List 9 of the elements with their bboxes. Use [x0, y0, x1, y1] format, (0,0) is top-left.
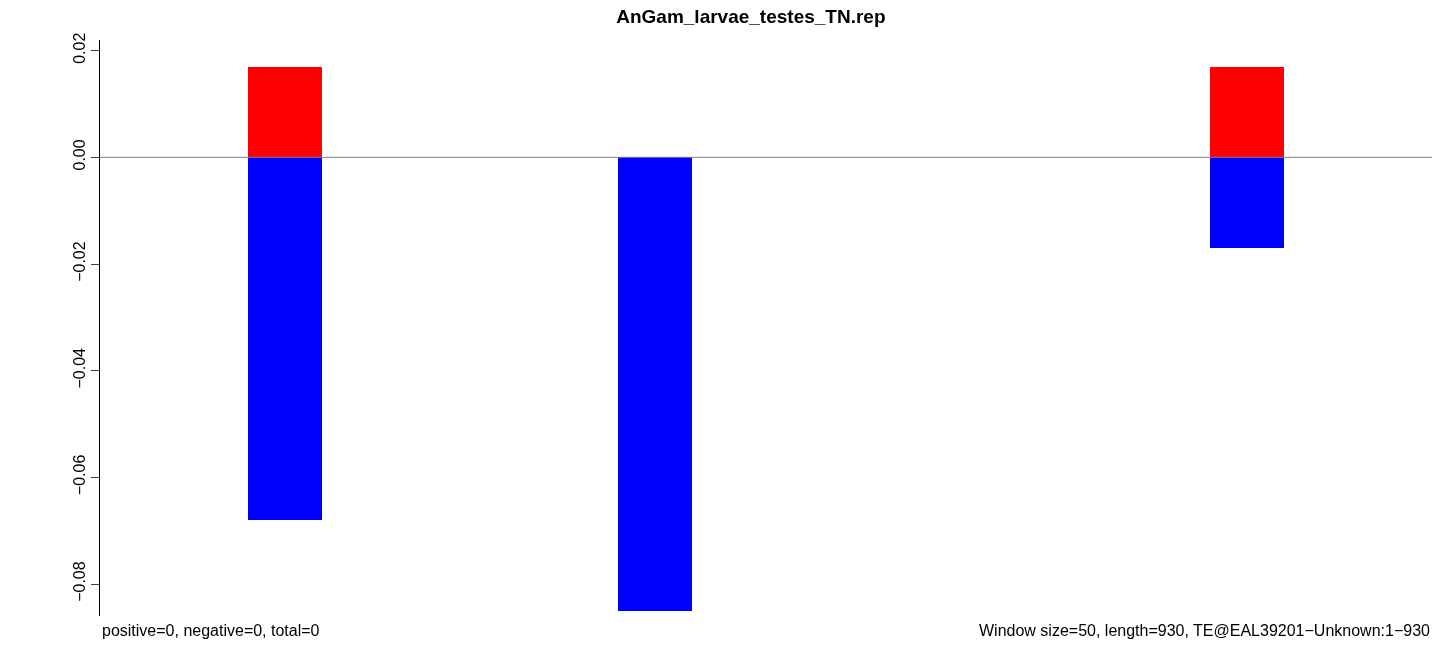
text: positive=0, negative=0, total=0 — [102, 622, 320, 639]
y-tick-label: −0.06 — [70, 454, 88, 496]
y-tick-label: −0.04 — [70, 347, 88, 389]
y-tick-label: 0.02 — [70, 32, 88, 64]
y-tick-label: 0.00 — [70, 139, 88, 171]
chart-title: AnGam_larvae_testes_TN.rep — [616, 6, 886, 28]
y-tick-label: −0.02 — [70, 241, 88, 282]
y-tick-label: −0.08 — [70, 561, 88, 602]
text: Window size=50, length=930, TE@EAL39201−Unknown:1−930 — [979, 622, 1431, 639]
